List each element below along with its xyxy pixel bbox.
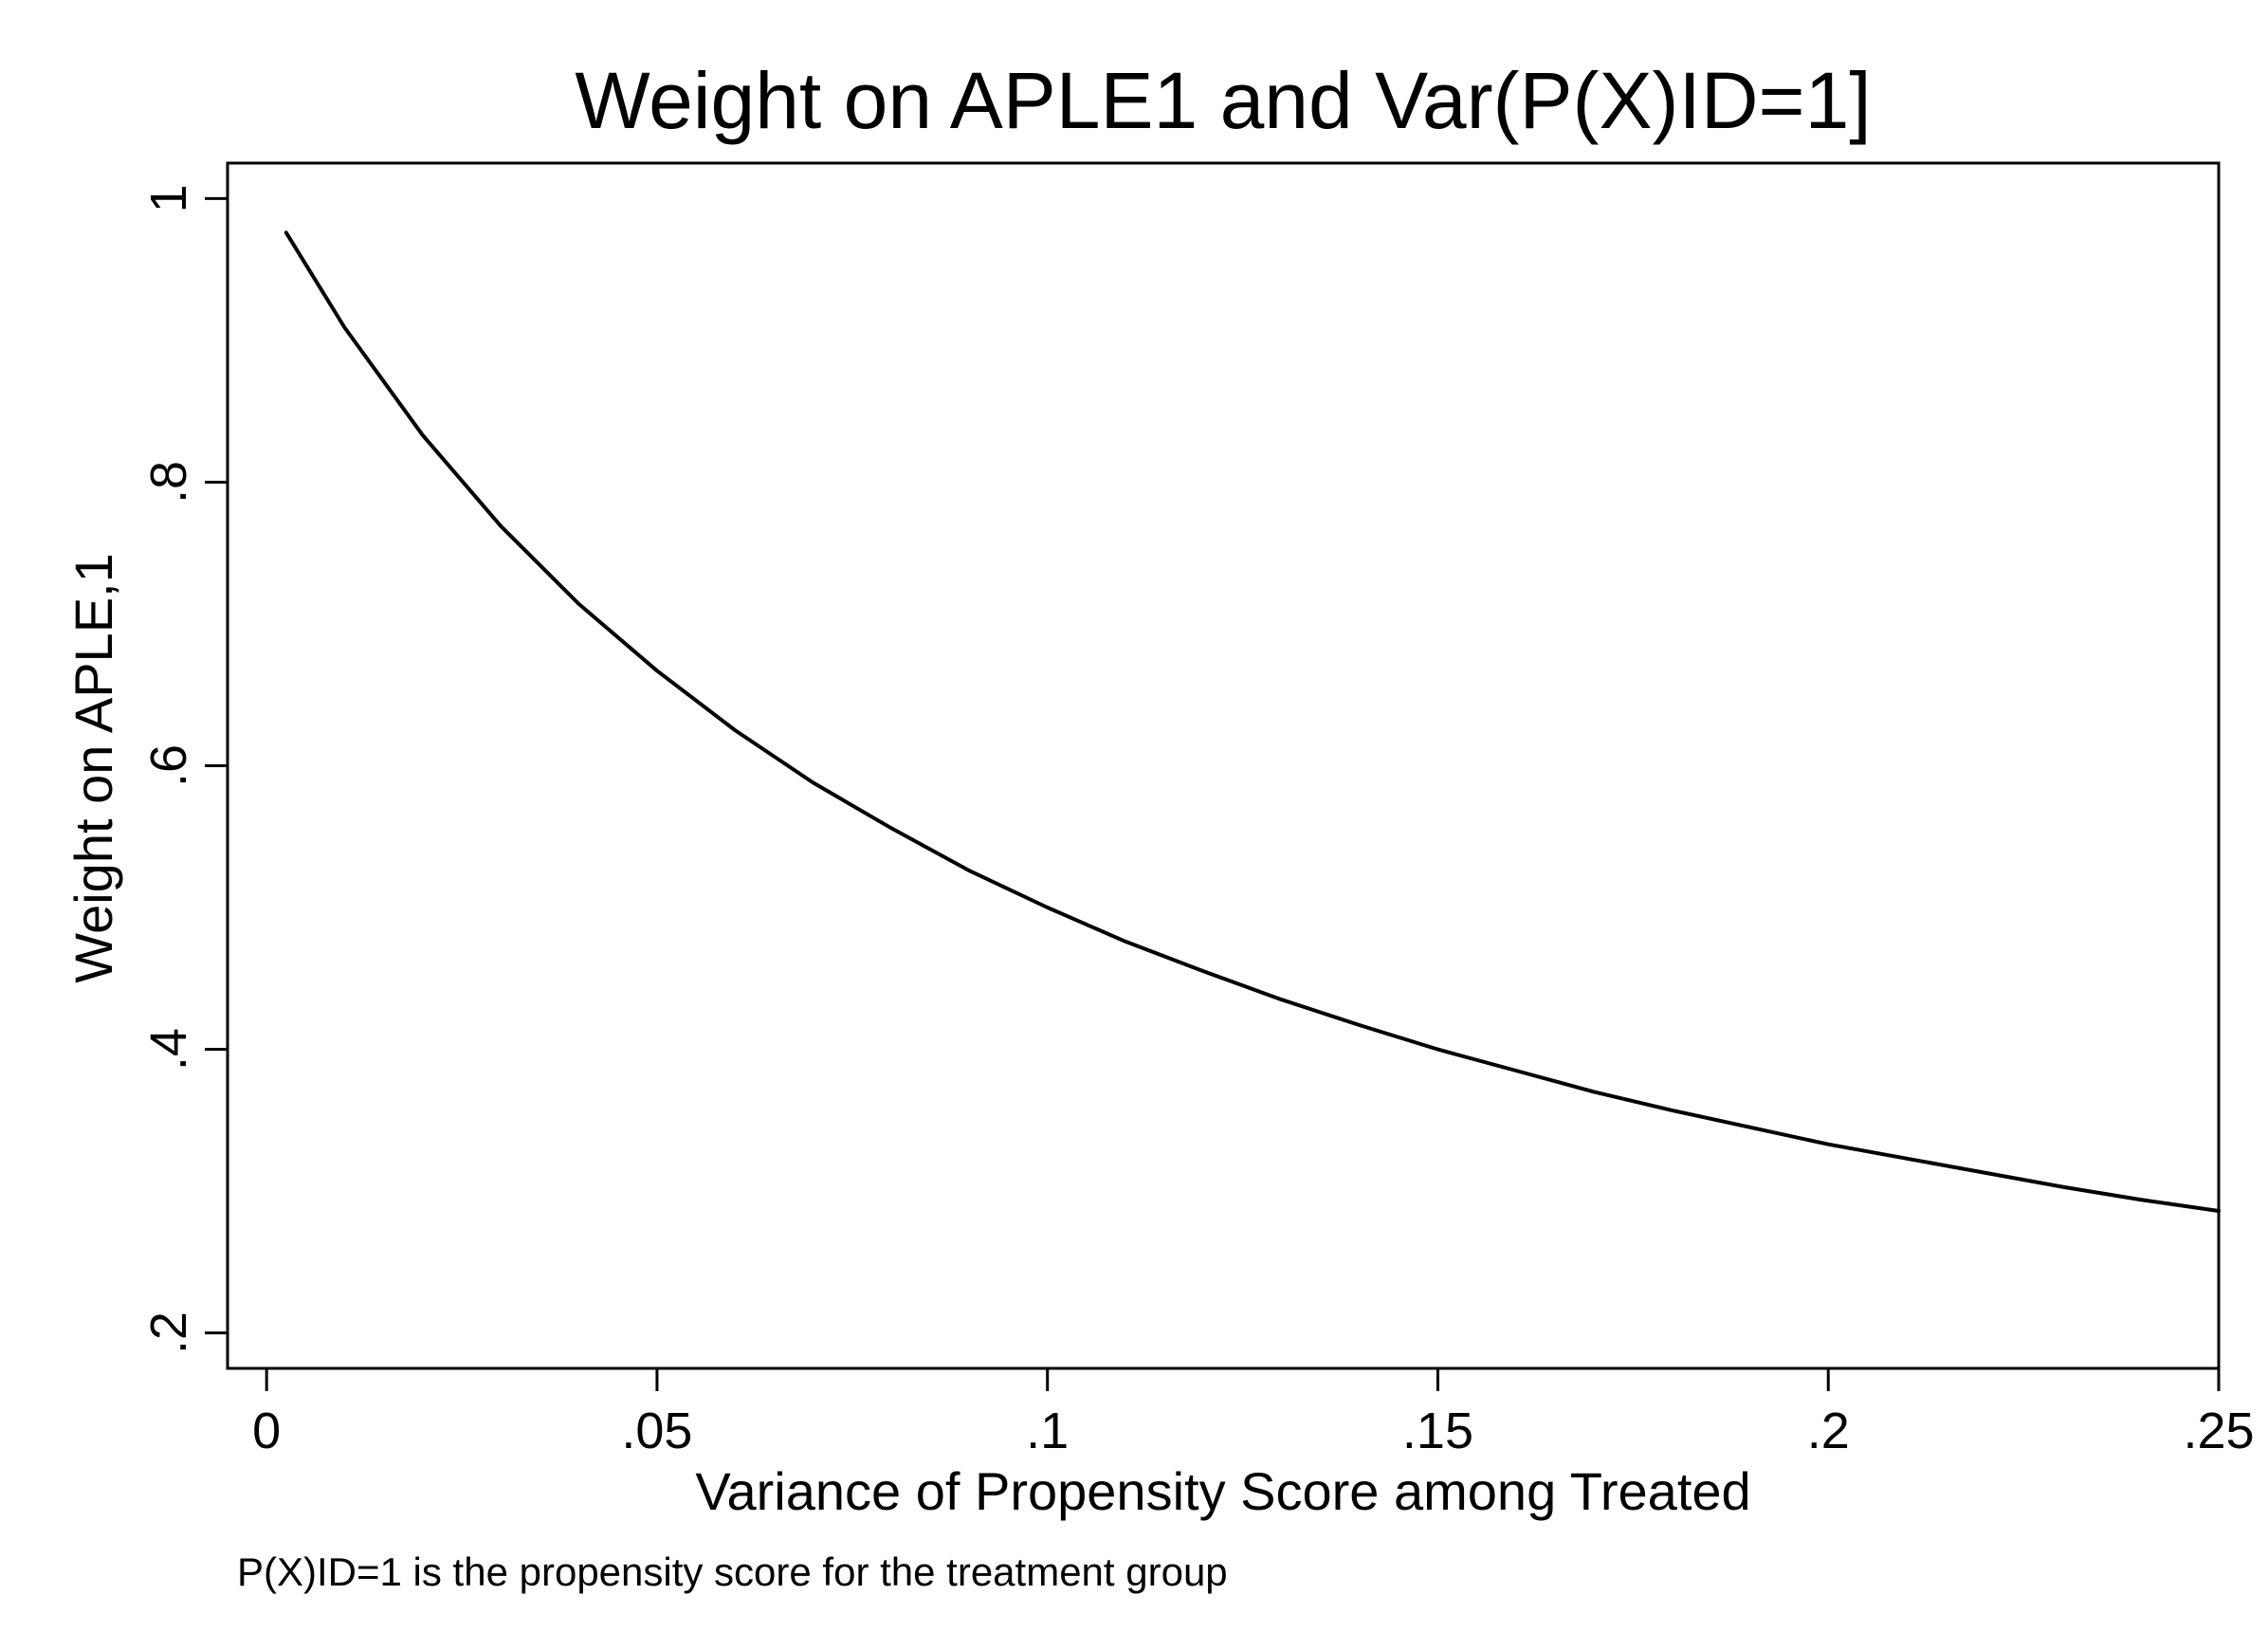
chart-title: Weight on APLE1 and Var(P(X)ID=1]	[575, 56, 1871, 145]
x-tick-label: .1	[1026, 1402, 1069, 1459]
x-tick-label: .05	[621, 1402, 692, 1459]
y-axis-label: Weight on APLE,1	[64, 553, 123, 983]
x-axis: 0 .05 .1 .15 .2 .25	[252, 1368, 2255, 1459]
y-tick-label: .4	[140, 1028, 197, 1071]
y-axis: .2 .4 .6 .8 1	[140, 184, 228, 1354]
x-tick-label: 0	[252, 1402, 281, 1459]
chart-note: P(X)ID=1 is the propensity score for the…	[237, 1549, 1228, 1594]
x-tick-label: .25	[2183, 1402, 2254, 1459]
y-tick-label: .2	[140, 1311, 197, 1354]
y-tick-label: .6	[140, 744, 197, 787]
x-tick-label: .15	[1402, 1402, 1473, 1459]
y-tick-label: 1	[140, 184, 197, 212]
series-line-weight	[284, 230, 2221, 1213]
x-tick-label: .2	[1807, 1402, 1850, 1459]
x-axis-label: Variance of Propensity Score among Treat…	[695, 1461, 1750, 1521]
y-tick-label: .8	[140, 461, 197, 504]
